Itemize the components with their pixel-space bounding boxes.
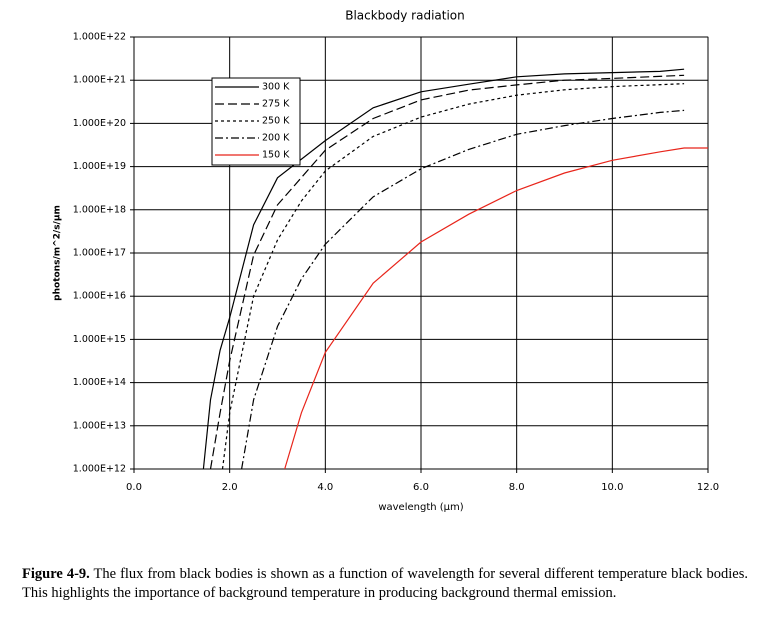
y-tick-label: 1.000E+18 — [73, 204, 126, 215]
x-tick-label: 6.0 — [413, 482, 429, 493]
y-tick-label: 1.000E+13 — [73, 420, 126, 431]
x-tick-label: 12.0 — [697, 482, 719, 493]
y-tick-label: 1.000E+12 — [73, 464, 126, 475]
x-tick-label: 10.0 — [601, 482, 623, 493]
x-tick-label: 4.0 — [317, 482, 333, 493]
y-tick-label: 1.000E+17 — [73, 248, 126, 259]
legend: 300 K 275 K 250 K 200 K 150 K — [211, 77, 301, 166]
y-tick-label: 1.000E+21 — [73, 75, 126, 86]
y-axis-label: photons/m^2/s/µm — [53, 205, 63, 301]
legend-label: 275 K — [262, 99, 290, 110]
y-tick-label: 1.000E+22 — [73, 32, 126, 43]
x-tick-label: 0.0 — [126, 482, 142, 493]
series-line — [209, 74, 685, 470]
series-line — [202, 68, 685, 470]
legend-label: 150 K — [262, 150, 290, 161]
x-tick-label: 2.0 — [222, 482, 238, 493]
y-tick-label: 1.000E+19 — [73, 161, 126, 172]
series-line — [221, 83, 685, 470]
legend-box — [211, 77, 301, 166]
series-line — [241, 109, 685, 470]
caption-label: Figure 4-9. — [22, 566, 90, 582]
y-tick-label: 1.000E+15 — [73, 334, 126, 345]
series-line — [284, 147, 708, 470]
chart-title: Blackbody radiation — [345, 9, 465, 23]
legend-label: 250 K — [262, 116, 290, 127]
y-tick-label: 1.000E+20 — [73, 118, 126, 129]
caption-text: The flux from black bodies is shown as a… — [22, 566, 748, 601]
legend-label: 300 K — [262, 82, 290, 93]
legend-label: 200 K — [262, 133, 290, 144]
chart: Blackbody radiation wavelength (µm) phot… — [53, 9, 720, 514]
x-axis-label: wavelength (µm) — [378, 502, 463, 513]
y-tick-label: 1.000E+14 — [73, 377, 126, 388]
x-tick-label: 8.0 — [509, 482, 525, 493]
y-tick-label: 1.000E+16 — [73, 291, 126, 302]
caption: Figure 4-9. The flux from black bodies i… — [22, 565, 748, 603]
